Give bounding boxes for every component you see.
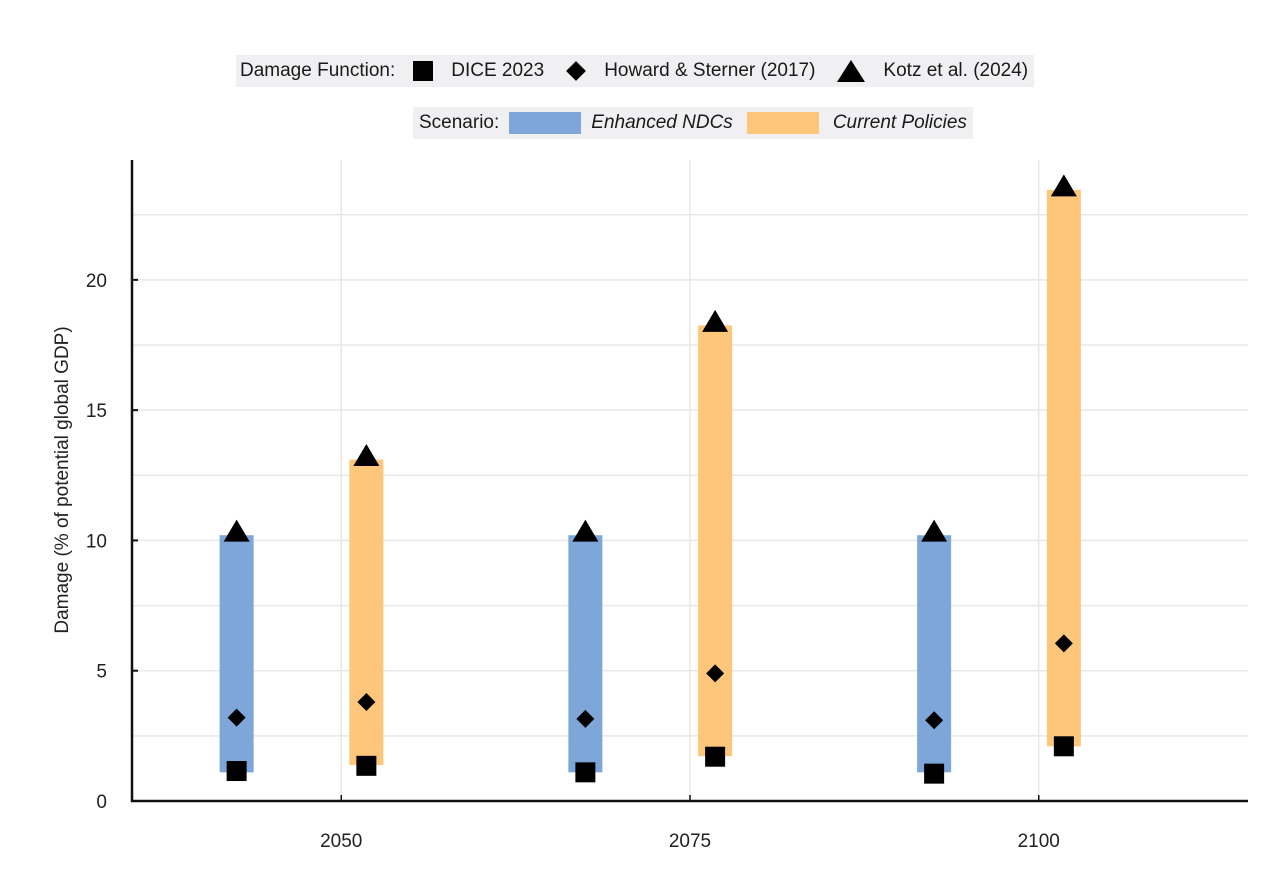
dice-2023-marker (575, 762, 596, 783)
x-tick-label: 2050 (320, 831, 362, 852)
y-tick-label: 15 (86, 401, 107, 422)
howard-sterner-marker (576, 709, 595, 728)
square-icon (413, 61, 434, 81)
dice-2023-marker (705, 746, 726, 767)
legend-scenario: Scenario: Enhanced NDCs Current Policies (413, 107, 973, 139)
legend-scenario-title: Scenario: (419, 112, 500, 133)
legend-damage-function: Damage Function: DICE 2023 Howard & Ster… (236, 55, 1035, 87)
legend-damage-function-title: Damage Function: (240, 60, 396, 81)
y-tick-label: 20 (86, 271, 107, 292)
range-bar-enhanced-ndcs-2075 (568, 535, 603, 773)
axes (130, 160, 1248, 803)
range-bar-enhanced-ndcs-2100 (917, 535, 952, 773)
howard-sterner-marker (227, 708, 246, 727)
enhanced-ndcs-swatch (509, 112, 582, 134)
y-tick-label: 5 (96, 662, 107, 683)
kotz-marker (223, 519, 250, 542)
legend-item-kotz: Kotz et al. (2024) (883, 60, 1029, 81)
legend-item-enhanced-ndcs: Enhanced NDCs (591, 112, 733, 133)
dice-2023-marker (226, 761, 247, 782)
y-tick-label: 10 (86, 531, 107, 552)
kotz-marker (353, 444, 380, 467)
legend-item-howard-sterner: Howard & Sterner (2017) (604, 60, 816, 81)
x-tick-label: 2100 (1018, 831, 1060, 852)
range-bar-current-policies-2075 (698, 325, 733, 757)
range-bars (219, 189, 1081, 773)
y-axis-title: Damage (% of potential global GDP) (52, 326, 73, 633)
howard-sterner-marker (925, 711, 944, 730)
tick-labels: 0 5 10 15 20 2050 2075 2100 (86, 271, 1060, 852)
x-tick-label: 2075 (669, 831, 711, 852)
howard-sterner-marker (357, 692, 376, 711)
range-bar-enhanced-ndcs-2050 (219, 535, 254, 773)
triangle-icon (837, 60, 866, 82)
howard-sterner-marker (1054, 634, 1073, 653)
dice-2023-marker (356, 755, 377, 776)
data-markers (223, 174, 1077, 784)
current-policies-swatch (746, 112, 819, 134)
dice-2023-marker (924, 763, 945, 784)
dice-2023-marker (1053, 736, 1074, 757)
y-tick-label: 0 (96, 792, 107, 813)
kotz-marker (1050, 174, 1077, 197)
kotz-marker (921, 519, 948, 542)
kotz-marker (702, 309, 729, 332)
howard-sterner-marker (706, 664, 725, 683)
legend-item-dice: DICE 2023 (451, 60, 545, 81)
range-bar-current-policies-2100 (1046, 189, 1081, 747)
legend-item-current-policies: Current Policies (832, 112, 967, 133)
kotz-marker (572, 519, 599, 542)
range-bar-current-policies-2050 (349, 459, 384, 766)
